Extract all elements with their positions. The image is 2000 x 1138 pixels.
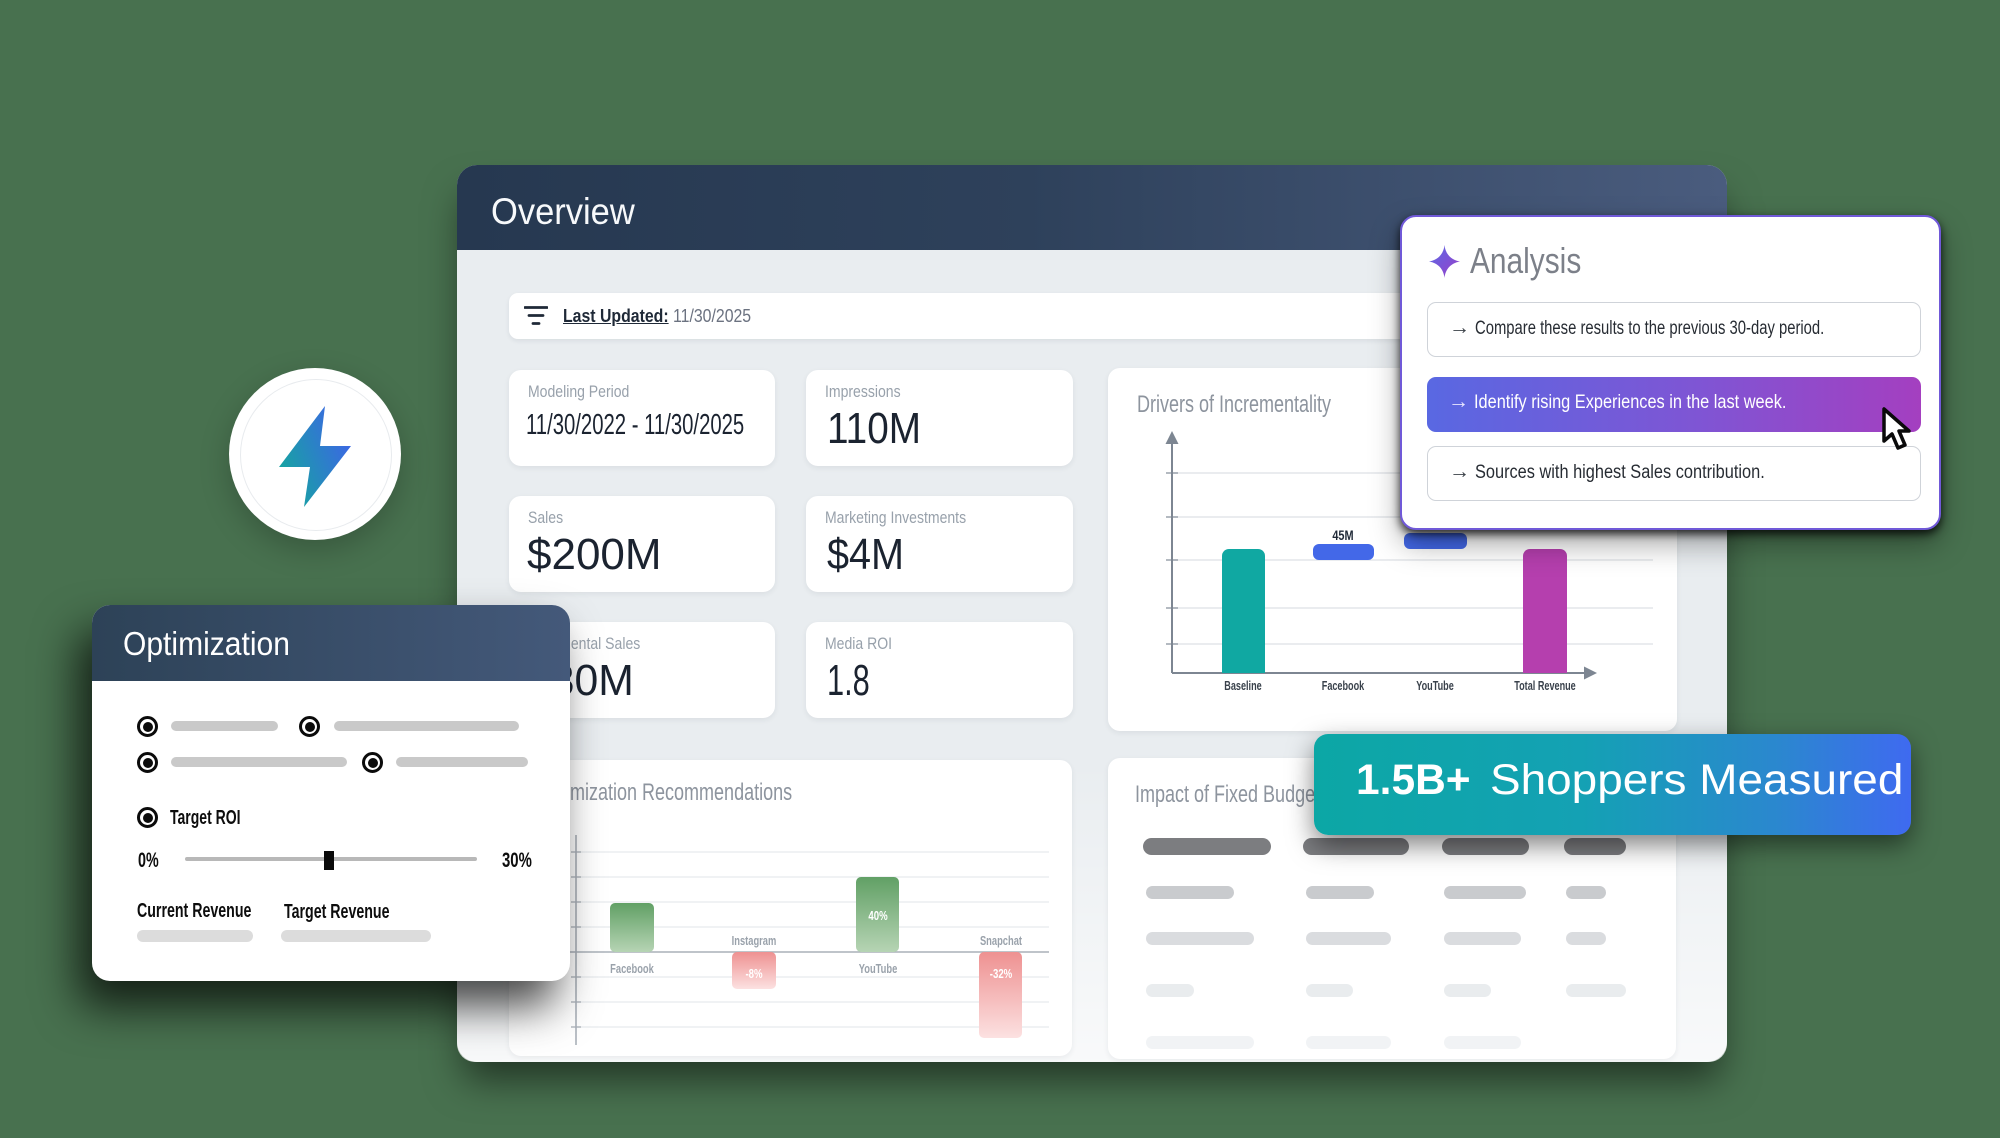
svg-text:Facebook: Facebook <box>610 963 654 977</box>
svg-text:Facebook: Facebook <box>1322 680 1365 694</box>
svg-text:YouTube: YouTube <box>859 963 898 977</box>
svg-text:Snapchat: Snapchat <box>980 935 1022 949</box>
svg-text:YouTube: YouTube <box>1416 680 1454 694</box>
svg-text:Baseline: Baseline <box>1224 680 1261 694</box>
svg-text:45M: 45M <box>1332 528 1353 544</box>
svg-text:Instagram: Instagram <box>732 935 777 949</box>
svg-text:-32%: -32% <box>990 968 1012 982</box>
svg-text:-8%: -8% <box>745 968 762 982</box>
svg-text:Total Revenue: Total Revenue <box>1514 680 1576 694</box>
svg-text:40%: 40% <box>868 910 887 924</box>
